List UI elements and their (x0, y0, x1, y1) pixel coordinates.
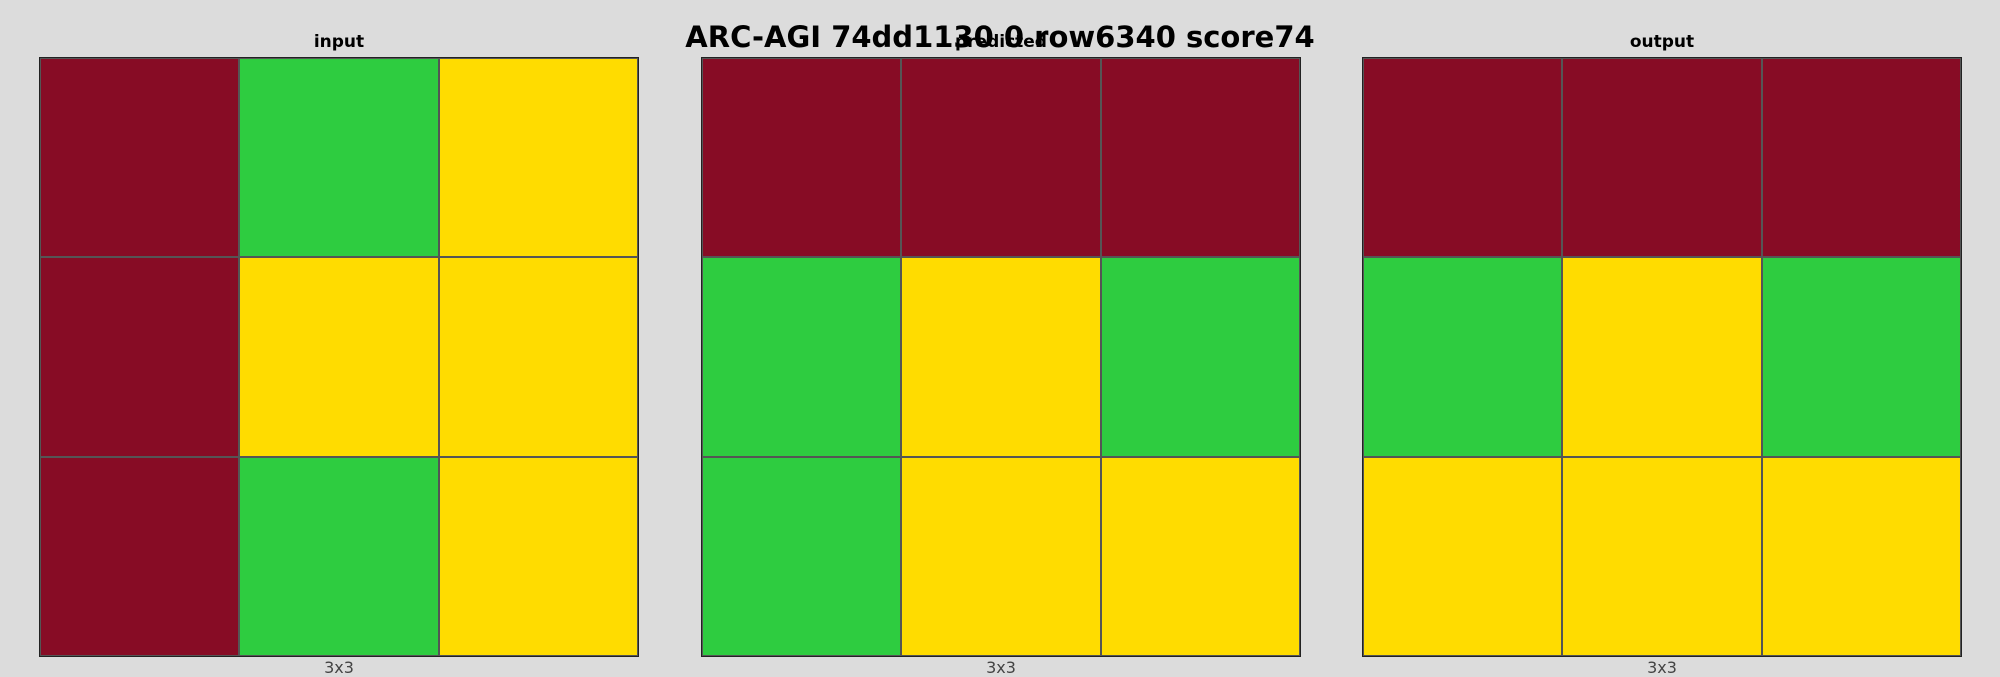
grid-cell (1363, 456, 1563, 656)
grid-cell (40, 58, 240, 258)
grid-cell (239, 257, 439, 457)
input-grid (39, 57, 639, 657)
grid-cell (438, 58, 638, 258)
grid-cell (901, 58, 1101, 258)
grid-cell (40, 456, 240, 656)
grid-cell (702, 58, 902, 258)
grid-cell (901, 456, 1101, 656)
grid-cell (1100, 257, 1300, 457)
output-size-caption: 3x3 (1647, 658, 1677, 677)
output-panel: output 3x3 (1362, 0, 1962, 677)
grid-cell (901, 257, 1101, 457)
input-panel: input 3x3 (39, 0, 639, 677)
predicted-size-caption: 3x3 (986, 658, 1016, 677)
grid-cell (1562, 456, 1762, 656)
input-size-caption: 3x3 (324, 658, 354, 677)
grid-cell (239, 456, 439, 656)
input-panel-title: input (313, 32, 365, 52)
grid-cell (1363, 58, 1563, 258)
figure-title: ARC-AGI 74dd1130 0 row6340 score74 (685, 20, 1315, 54)
predicted-grid (701, 57, 1301, 657)
grid-cell (438, 257, 638, 457)
grid-cell (239, 58, 439, 258)
grid-cell (1761, 58, 1961, 258)
grid-cell (1562, 257, 1762, 457)
grid-cell (1761, 257, 1961, 457)
predicted-panel-title: predicted (955, 32, 1047, 52)
grid-cell (1363, 257, 1563, 457)
grid-cell (438, 456, 638, 656)
grid-cell (1562, 58, 1762, 258)
grid-cell (40, 257, 240, 457)
output-panel-title: output (1629, 32, 1695, 52)
grid-cell (1761, 456, 1961, 656)
grid-cell (702, 456, 902, 656)
grid-cell (1100, 58, 1300, 258)
grid-cell (1100, 456, 1300, 656)
grid-cell (702, 257, 902, 457)
output-grid (1362, 57, 1962, 657)
predicted-panel: predicted 3x3 (701, 0, 1301, 677)
